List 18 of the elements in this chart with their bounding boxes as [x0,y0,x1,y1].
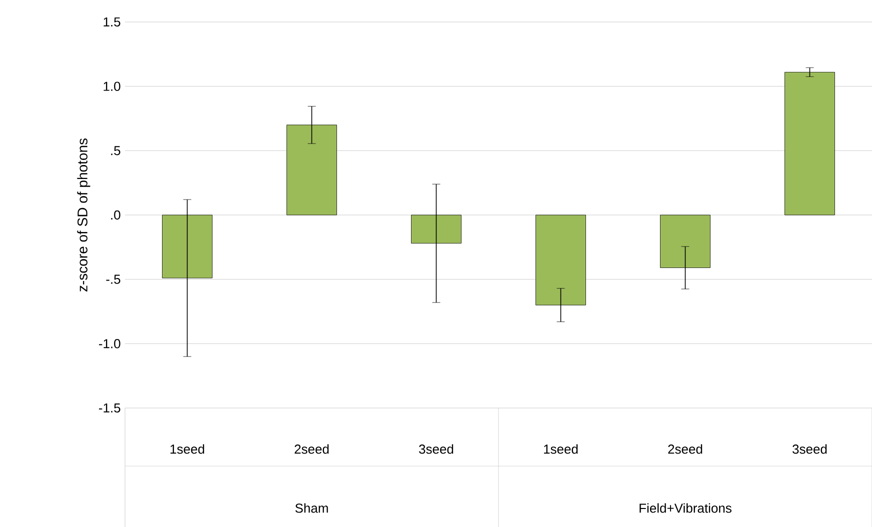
y-tick-label: -1.0 [98,339,120,348]
y-tick-label: -1.5 [98,403,120,413]
x-tick-label: 1seed [170,444,204,454]
y-tick-label: .0 [111,210,120,220]
x-tick-label: 3seed [419,444,454,454]
y-tick-label: .5 [111,146,120,156]
text: Sham [295,503,328,513]
y-axis-title: z-score of SD of photons [77,138,90,292]
x-tick-label: 2seed [668,444,702,454]
x-tick-label: 2seed [294,444,329,454]
x-tick-label: 3seed [792,444,827,454]
bar [660,214,710,268]
y-tick-label: 1.5 [104,17,120,27]
y-tick-label: 1.0 [104,82,120,91]
y-tick-label: -.5 [106,274,120,284]
bar [784,72,835,216]
x-tick-label: 1seed [544,444,578,454]
text: Field+Vibrations [640,503,732,513]
